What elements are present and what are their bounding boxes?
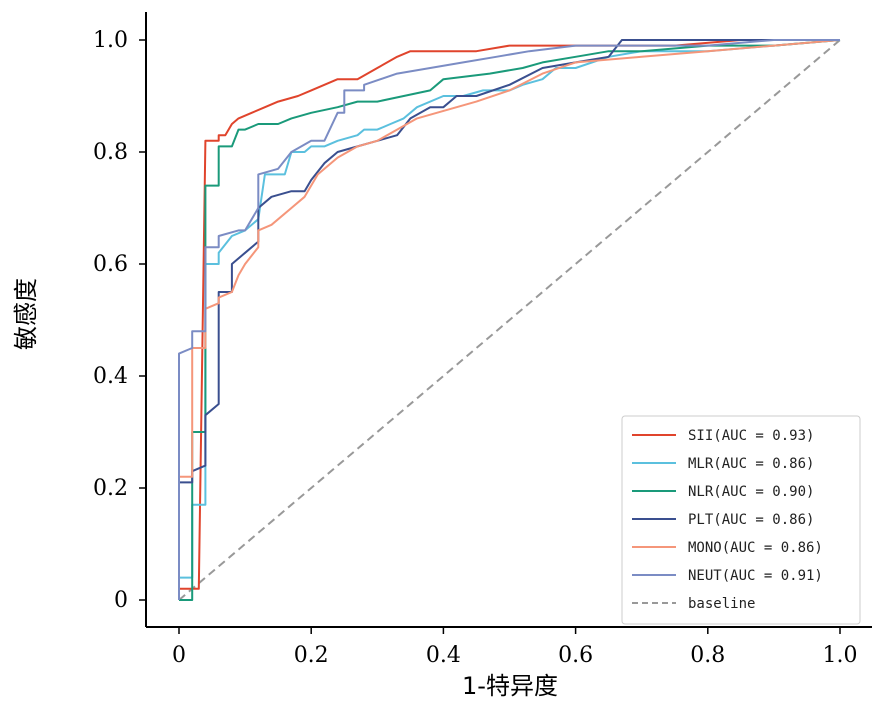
series-line-plt [178, 39, 840, 600]
y-tick-label: 0.4 [93, 364, 128, 389]
y-ticks: 0 0.2 0.4 0.6 0.8 1.0 [93, 28, 146, 613]
legend-label-sii: SII(AUC = 0.93) [688, 428, 814, 444]
series-line-baseline [178, 39, 841, 601]
y-tick-label: 0 [114, 588, 128, 613]
legend-label-mlr: MLR(AUC = 0.86) [688, 456, 814, 472]
series-line-mlr [178, 39, 841, 600]
series-line-mono [178, 39, 841, 600]
legend-label-plt: PLT(AUC = 0.86) [688, 512, 814, 528]
y-tick-label: 0.2 [93, 476, 128, 501]
series-line-nlr [179, 39, 841, 601]
y-tick-label: 0.6 [93, 252, 128, 277]
x-tick-label: 0 [172, 643, 186, 668]
x-ticks: 0 0.2 0.4 0.6 0.8 1.0 [172, 627, 858, 668]
x-tick-label: 0.4 [426, 643, 461, 668]
x-tick-label: 0.6 [558, 643, 593, 668]
x-tick-label: 1.0 [823, 643, 858, 668]
series-layer [178, 39, 841, 601]
legend-label-baseline: baseline [688, 596, 755, 612]
series-line-neut [178, 39, 840, 600]
legend-label-mono: MONO(AUC = 0.86) [688, 540, 823, 556]
legend-label-neut: NEUT(AUC = 0.91) [688, 568, 823, 584]
legend-box [621, 415, 861, 625]
legend-label-nlr: NLR(AUC = 0.90) [688, 484, 814, 500]
x-axis-title: 1-特异度 [462, 672, 558, 700]
y-tick-label: 0.8 [93, 140, 128, 165]
x-tick-label: 0.8 [690, 643, 725, 668]
legend: SII(AUC = 0.93) MLR(AUC = 0.86) NLR(AUC = … [621, 415, 861, 625]
y-axis-title: 敏感度 [12, 278, 40, 350]
y-tick-label: 1.0 [93, 28, 128, 53]
x-tick-label: 0.2 [294, 643, 329, 668]
